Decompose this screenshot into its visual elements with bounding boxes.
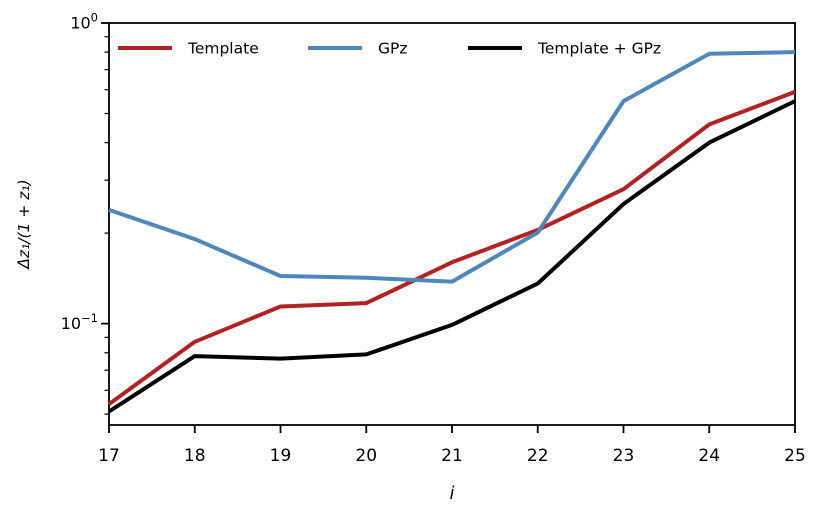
x-tick-label: 19 xyxy=(270,446,292,466)
x-tick-label: 24 xyxy=(698,446,720,466)
legend-label-1: Template xyxy=(187,40,259,58)
legend-label-3: Template + GPz xyxy=(537,40,661,58)
x-tick-label: 23 xyxy=(613,446,635,466)
legend: Template GPz Template + GPz xyxy=(118,40,661,58)
x-tick-label: 20 xyxy=(355,446,377,466)
y-tick-label: 100 xyxy=(70,11,98,33)
x-tick-label: 21 xyxy=(441,446,463,466)
series-line-gpz xyxy=(108,50,796,284)
y-tick-label: 10−1 xyxy=(61,311,98,333)
x-tick-label: 25 xyxy=(784,446,806,466)
x-tick-label: 18 xyxy=(184,446,206,466)
x-tick-label: 17 xyxy=(98,446,120,466)
x-tick-label: 22 xyxy=(527,446,549,466)
y-axis-label: Δz₁/(1 + z₁) xyxy=(15,179,33,269)
x-axis-label: i xyxy=(449,483,454,504)
series-line-template-gpz xyxy=(107,99,796,414)
plot-frame xyxy=(108,22,796,426)
legend-label-2: GPz xyxy=(378,40,408,58)
series-line-template xyxy=(107,90,796,406)
